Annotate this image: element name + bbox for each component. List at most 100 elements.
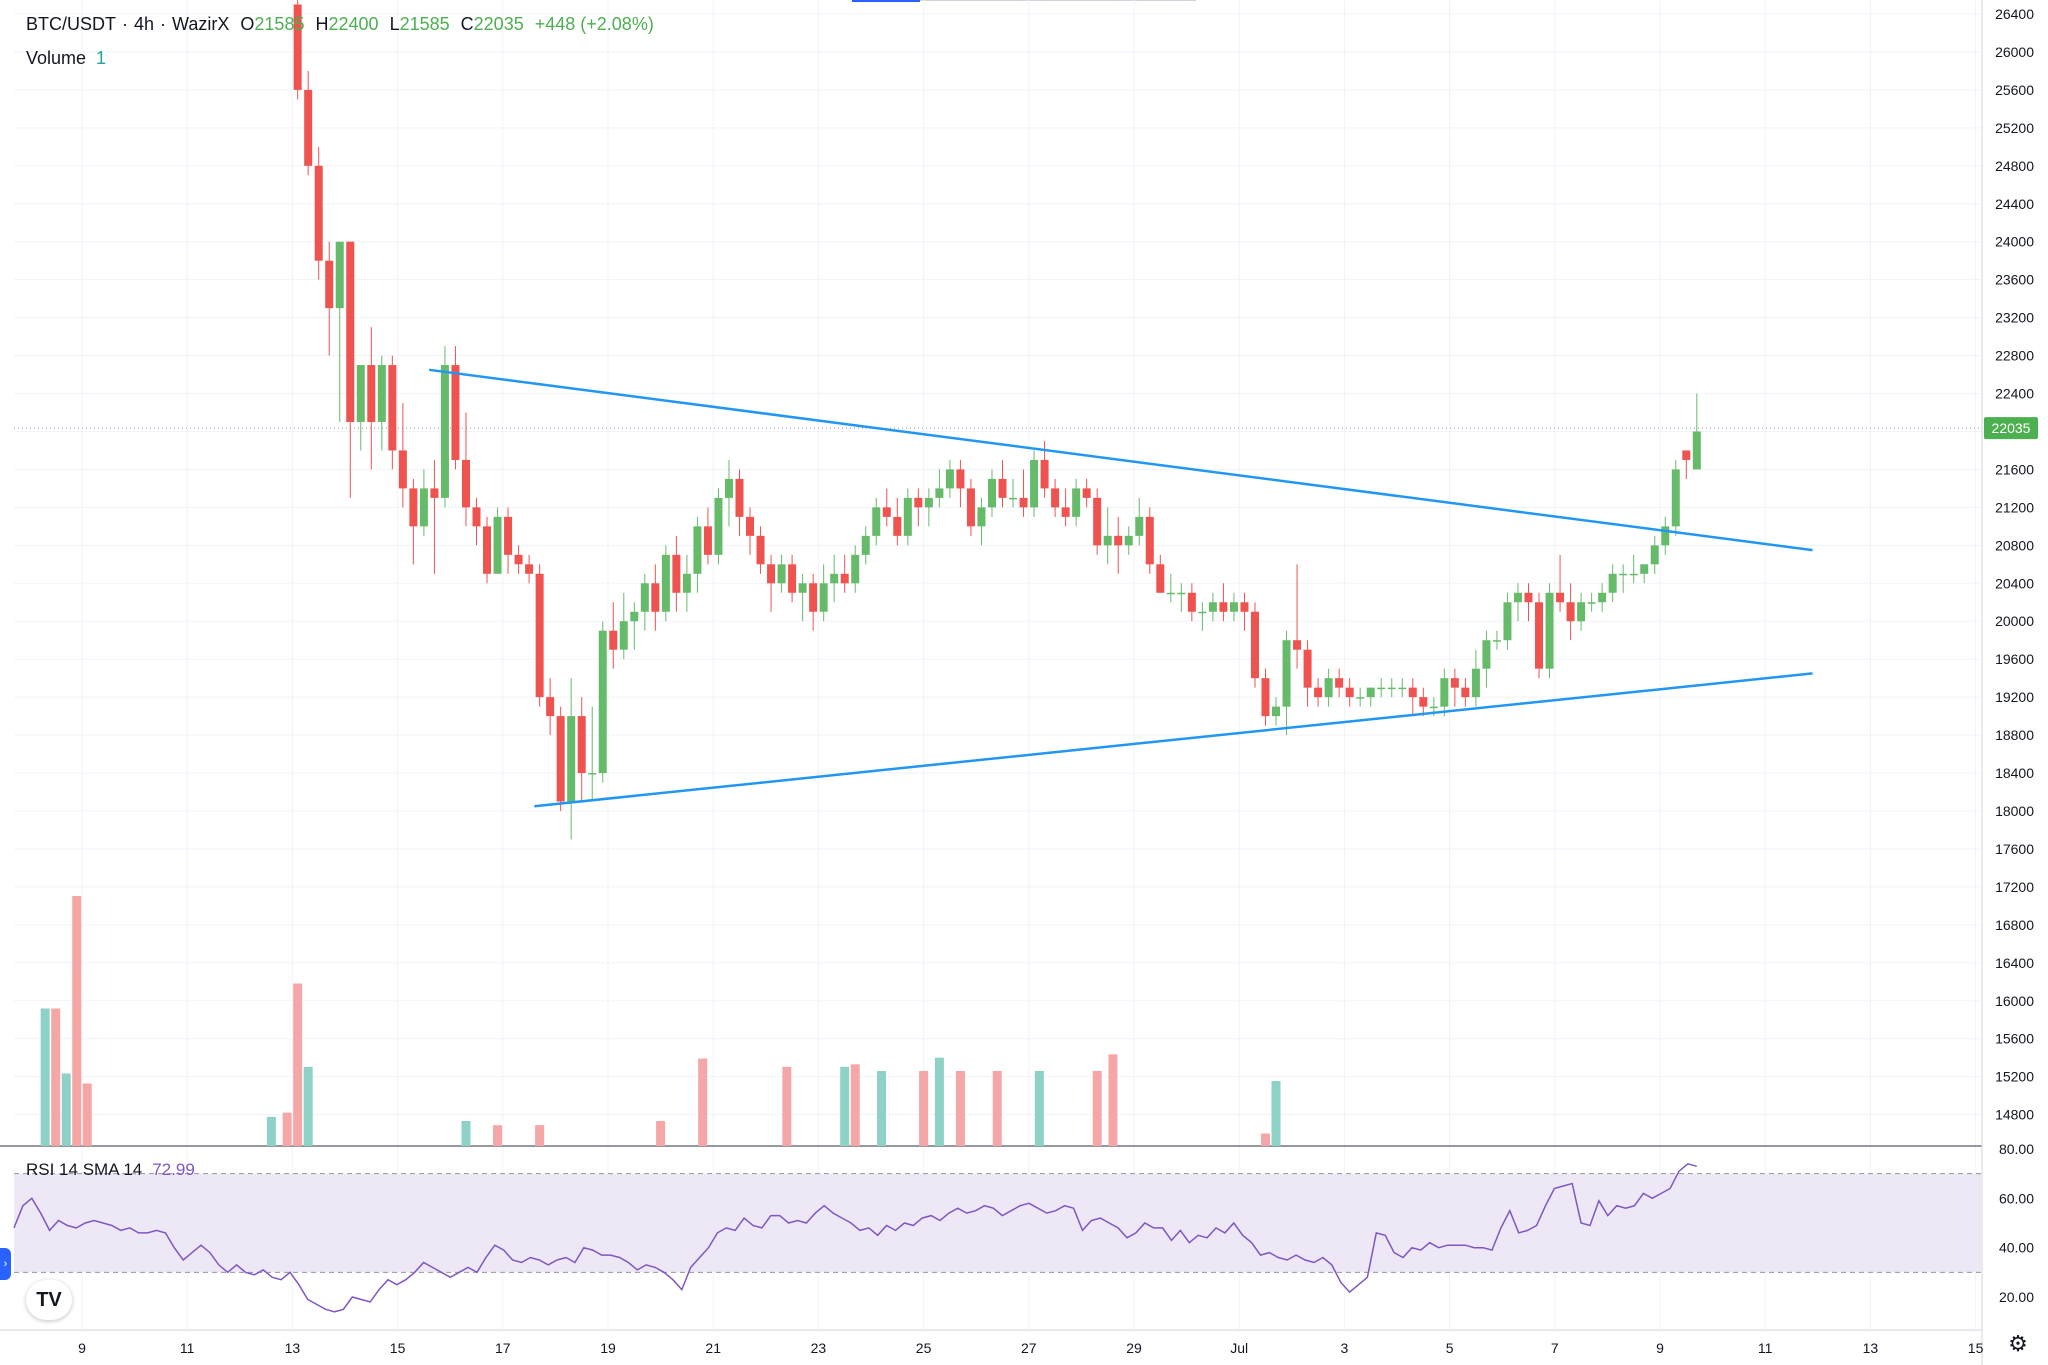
rsi-pane (13, 1162, 1982, 1313)
candle-body (1019, 497, 1028, 508)
price-tick-label: 24800 (1995, 158, 2034, 174)
candle-body (567, 716, 576, 802)
candle-body (1587, 602, 1596, 604)
candle-body (977, 507, 986, 527)
open-value: 21585 (254, 14, 305, 34)
candle-body (1208, 602, 1217, 612)
candle-body (640, 583, 649, 612)
candle-body (661, 554, 670, 612)
time-tick-label: 13 (1863, 1340, 1879, 1356)
candle-body (1461, 687, 1470, 698)
candle-body (409, 488, 418, 527)
candle-body (377, 365, 386, 422)
candle-body (924, 497, 933, 508)
candle-body (1661, 526, 1670, 546)
candle-body (1272, 706, 1281, 717)
high-label: H (315, 14, 329, 34)
candle-body (724, 478, 733, 498)
volume-bar (282, 1112, 292, 1146)
price-tick-label: 24400 (1995, 196, 2034, 212)
price-tick-label: 14800 (1995, 1107, 2034, 1123)
candle-body (1608, 573, 1617, 593)
candle-body (388, 365, 397, 451)
candle-body (1377, 687, 1386, 690)
rsi-legend[interactable]: RSI 14 SMA 14 72.99 (26, 1160, 195, 1180)
candle-body (314, 165, 323, 261)
price-change: +448 (+2.08%) (534, 14, 654, 34)
rsi-tick-label: 20.00 (1999, 1289, 2034, 1305)
candle-body (1566, 602, 1575, 622)
time-tick-label: 11 (1758, 1340, 1773, 1356)
volume-value: 1 (96, 48, 107, 68)
candle-body (1556, 592, 1565, 603)
candle-body (1345, 687, 1354, 698)
volume-bar (698, 1058, 708, 1146)
candle-body (430, 488, 439, 498)
chevron-right-icon[interactable]: › (0, 1248, 11, 1280)
candle-body (767, 564, 776, 584)
volume-bar (61, 1073, 71, 1146)
open-label: O (240, 14, 255, 34)
price-tick-label: 25200 (1995, 120, 2034, 136)
candle-body (1482, 640, 1491, 669)
volume-bar (850, 1064, 860, 1146)
candles (293, 0, 1701, 840)
candle-body (1145, 516, 1154, 565)
volume-bar (72, 896, 82, 1146)
candle-body (588, 773, 597, 775)
volume-bar (992, 1071, 1002, 1146)
candle-body (956, 469, 965, 489)
price-tick-label: 23600 (1995, 272, 2034, 288)
candle-body (367, 365, 376, 422)
candle-body (1061, 507, 1070, 517)
tradingview-logo-icon[interactable]: TV (26, 1280, 72, 1320)
candle-body (935, 488, 944, 498)
candle-body (703, 526, 712, 555)
candle-body (1009, 497, 1018, 500)
candle-body (1650, 545, 1659, 565)
candle-body (682, 573, 691, 593)
candle-body (1229, 602, 1238, 612)
candle-body (1419, 697, 1428, 707)
price-tick-label: 16400 (1995, 955, 2034, 971)
time-tick-label: 15 (1968, 1340, 1984, 1356)
candle-body (1450, 678, 1459, 688)
candle-body (461, 459, 470, 508)
time-tick-label: 29 (1126, 1340, 1142, 1356)
volume-legend[interactable]: Volume 1 (26, 48, 106, 69)
candle-body (893, 516, 902, 536)
candle-body (398, 450, 407, 489)
symbol-name[interactable]: BTC/USDT (26, 14, 116, 34)
candle-body (1250, 611, 1259, 679)
time-tick-label: 19 (600, 1340, 616, 1356)
candle-body (1429, 706, 1438, 709)
close-label: C (460, 14, 474, 34)
candle-body (1030, 459, 1039, 508)
volume-bar (535, 1125, 545, 1146)
gear-icon[interactable]: ⚙ (2008, 1331, 2028, 1356)
price-tick-label: 19200 (1995, 689, 2034, 705)
price-tick-label: 20800 (1995, 537, 2034, 553)
candle-body (1640, 564, 1649, 574)
rsi-tick-label: 60.00 (1999, 1190, 2034, 1206)
legend-separator: · (122, 14, 128, 34)
interval[interactable]: 4h (134, 14, 155, 34)
price-tick-label: 17200 (1995, 879, 2034, 895)
candle-body (735, 478, 744, 517)
candle-body (1577, 602, 1586, 622)
time-tick-label: 23 (811, 1340, 827, 1356)
candle-body (998, 478, 1007, 498)
volume-bar (461, 1121, 471, 1146)
price-tick-label: 15600 (1995, 1031, 2034, 1047)
candle-body (1156, 564, 1165, 593)
rsi-band (14, 1173, 1982, 1273)
price-tick-label: 18000 (1995, 803, 2034, 819)
price-tick-label: 23200 (1995, 310, 2034, 326)
candle-body (609, 630, 618, 650)
candle-body (1471, 668, 1480, 698)
price-tick-label: 16000 (1995, 993, 2034, 1009)
trendline-upper (428, 368, 1813, 552)
time-tick-label: 5 (1446, 1340, 1454, 1356)
candle-body (1103, 535, 1112, 546)
